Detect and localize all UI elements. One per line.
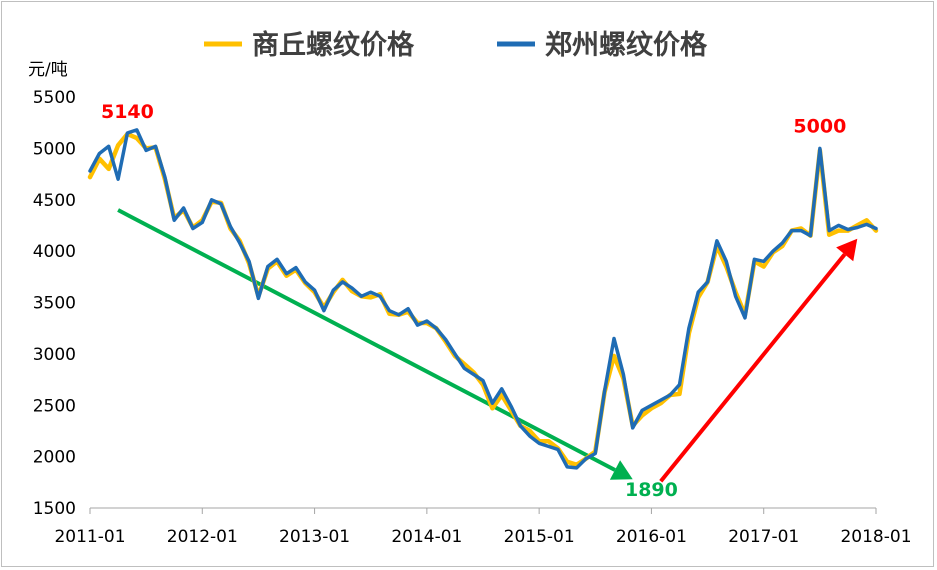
y-tick-label: 5000 [33,139,76,159]
data-label: 1890 [625,479,678,501]
data-label: 5000 [793,115,846,137]
series-line-zhengzhou [88,128,878,470]
y-axis: 1500 2000 2500 3000 3500 4000 4500 5000 5500 [33,88,76,519]
legend: 商丘螺纹价格 郑州螺纹价格 [204,30,708,61]
x-tick-label: 2018-01 [840,527,911,547]
series-lines [87,128,879,470]
x-tick-label: 2017-01 [728,527,799,547]
trend-arrow-head [836,238,858,262]
series-line-shangqiu [87,131,879,468]
y-tick-label: 1500 [33,499,76,519]
annotations: 5140 1890 5000 [101,101,846,501]
x-tick-label: 2015-01 [504,527,575,547]
x-axis: 2011-01 2012-01 2013-01 2014-01 2015-01 2016-… [54,507,912,547]
trend-arrow-shaft [659,253,847,483]
y-tick-label: 4500 [33,191,76,211]
legend-label: 郑州螺纹价格 [545,30,708,61]
x-tick-label: 2016-01 [616,527,687,547]
x-tick-label: 2014-01 [391,527,462,547]
x-tick-label: 2013-01 [279,527,350,547]
x-tick-label: 2011-01 [54,527,125,547]
y-tick-label: 4000 [33,242,76,262]
y-tick-label: 2000 [33,448,76,468]
trend-arrow-head [609,460,633,480]
data-label: 5140 [101,101,154,123]
y-tick-label: 3500 [33,294,76,314]
trend-arrow-shaft [117,208,616,472]
legend-label: 商丘螺纹价格 [252,30,415,61]
trend-arrows [117,208,858,483]
y-tick-label: 2500 [33,396,76,416]
x-tick-label: 2012-01 [167,527,238,547]
y-axis-label: 元/吨 [28,60,68,80]
y-tick-label: 3000 [33,345,76,365]
y-tick-label: 5500 [33,88,76,108]
